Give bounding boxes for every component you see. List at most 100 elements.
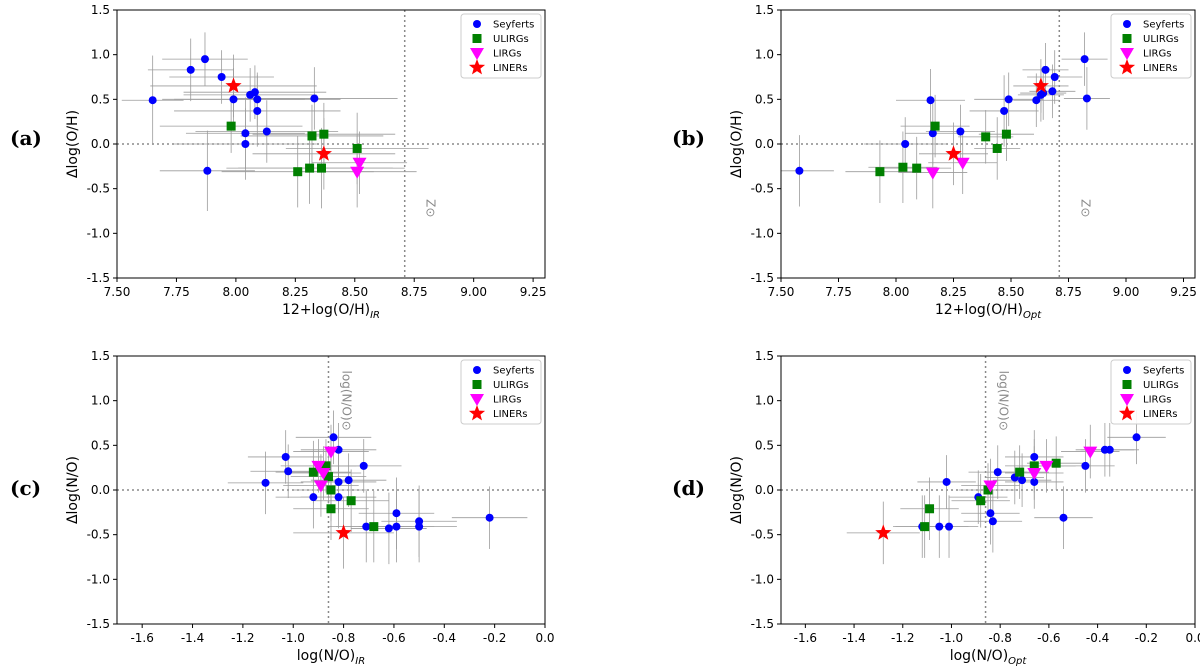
legend-label: Seyferts [1143,20,1184,31]
data-point-0-9 [1018,476,1027,485]
data-point-1-2 [305,163,315,173]
data-point-0-12 [262,127,271,136]
data-point-2-1 [1027,468,1042,481]
legend-label: LINERs [1143,63,1177,74]
y-tick-label: 0.0 [91,137,110,151]
data-point-0-2 [284,467,293,476]
data-point-0-7 [241,140,250,148]
legend-marker-1 [1122,380,1132,389]
panel-letter: (a) [10,126,42,150]
data-point-0-10 [1041,65,1050,74]
y-tick-label: -1.5 [87,617,110,631]
data-point-0-3 [309,493,318,502]
data-point-1-4 [1015,467,1025,477]
y-tick-label: 1.5 [755,3,774,17]
y-axis-label: Δlog(O/H) [65,110,81,178]
y-tick-label: -0.5 [751,182,774,196]
y-tick-label: 1.5 [91,3,110,17]
x-tick-label: 8.75 [401,285,428,299]
x-axis-label: 12+log(O/H)Opt [935,302,1042,321]
y-tick-label: 1.5 [755,349,774,363]
y-axis-label: Δlog(O/H) [729,110,745,178]
data-point-1-1 [898,162,908,172]
x-tick-label: -0.8 [332,631,355,645]
data-point-2-3 [324,446,338,459]
y-tick-label: 1.0 [91,48,110,62]
data-point-0-1 [186,65,195,74]
legend-label: LIRGs [493,395,521,406]
data-point-1-0 [920,522,930,532]
x-tick-label: 9.25 [520,285,547,299]
data-point-1-2 [976,496,986,506]
data-point-2-2 [1039,460,1054,473]
panel-d: (d) log(N/O)⊙ -1.6 -1.4 -1.2 -1.0 -0.8 -0.6 -0.4… [672,349,1200,667]
legend-marker-2 [470,394,484,406]
data-point-0-13 [1081,461,1090,470]
data-point-0-8 [344,476,353,485]
legend-marker-0 [473,366,481,374]
data-point-0-12 [1050,73,1059,81]
data-point-0-12 [1059,513,1068,522]
y-tick-label: 1.5 [91,349,110,363]
y-tick-label: 0.5 [755,438,774,452]
data-point-0-7 [334,493,343,502]
data-point-1-3 [307,131,317,141]
x-tick-label: -1.0 [940,631,963,645]
data-point-0-0 [261,478,270,487]
y-tick-label: 0.0 [91,483,110,497]
data-point-0-0 [795,166,804,175]
data-point-1-3 [983,485,993,495]
legend-marker-3 [1118,405,1136,421]
legend-label: LIRGs [493,49,521,60]
x-tick-label: 7.75 [825,285,852,299]
x-axis-label-main: 12+log(O/H) [282,302,370,318]
data-point-0-11 [1048,87,1057,96]
data-point-3-0 [945,145,962,161]
data-point-0-9 [359,461,368,470]
data-point-2-0 [983,480,998,493]
data-point-0-1 [901,140,910,148]
legend-label: Seyferts [1143,366,1184,377]
x-axis-label-main: 12+log(O/H) [935,302,1023,318]
legend-label: Seyferts [493,20,534,31]
data-point-0-11 [1030,477,1039,486]
x-axis-label: 12+log(O/H)IR [282,302,380,321]
data-point-0-13 [392,509,401,518]
data-point-2-1 [316,468,331,481]
legend: Seyferts ULIRGs LIRGs LINERs [1110,13,1192,79]
legend: Seyferts ULIRGs LIRGs LINERs [1110,359,1192,425]
data-point-1-3 [930,121,940,131]
data-point-1-5 [346,496,356,506]
data-point-0-5 [986,509,995,518]
legend: Seyferts ULIRGs LIRGs LINERs [460,13,542,79]
data-point-0-2 [200,55,209,64]
data-point-0-3 [203,166,212,175]
reference-label: log(N/O)⊙ [339,371,353,431]
data-point-0-15 [1105,445,1114,454]
data-point-1-6 [1001,129,1011,139]
x-tick-label: 0.0 [1185,631,1200,645]
data-point-0-13 [310,94,319,103]
data-point-1-6 [1051,458,1061,468]
data-point-1-4 [326,504,336,514]
data-point-0-4 [956,127,965,136]
legend-marker-1 [472,34,482,43]
data-point-0-11 [384,524,393,533]
y-tick-label: 0.0 [755,483,774,497]
panel-letter: (c) [10,476,41,500]
legend-marker-0 [1123,366,1131,374]
data-point-1-2 [912,163,922,173]
legend-marker-2 [1120,394,1134,406]
data-point-0-1 [281,452,290,461]
legend-box [460,359,542,425]
plot-area [781,10,1195,278]
y-tick-label: 0.0 [755,137,774,151]
y-tick-label: -1.0 [751,226,774,240]
data-point-0-6 [1004,95,1013,104]
legend: Seyferts ULIRGs LIRGs LINERs [460,359,542,425]
legend-box [460,13,542,79]
x-axis-label-main: log(N/O) [950,648,1008,664]
y-tick-label: -0.5 [87,528,110,542]
y-tick-label: -1.0 [87,572,110,586]
